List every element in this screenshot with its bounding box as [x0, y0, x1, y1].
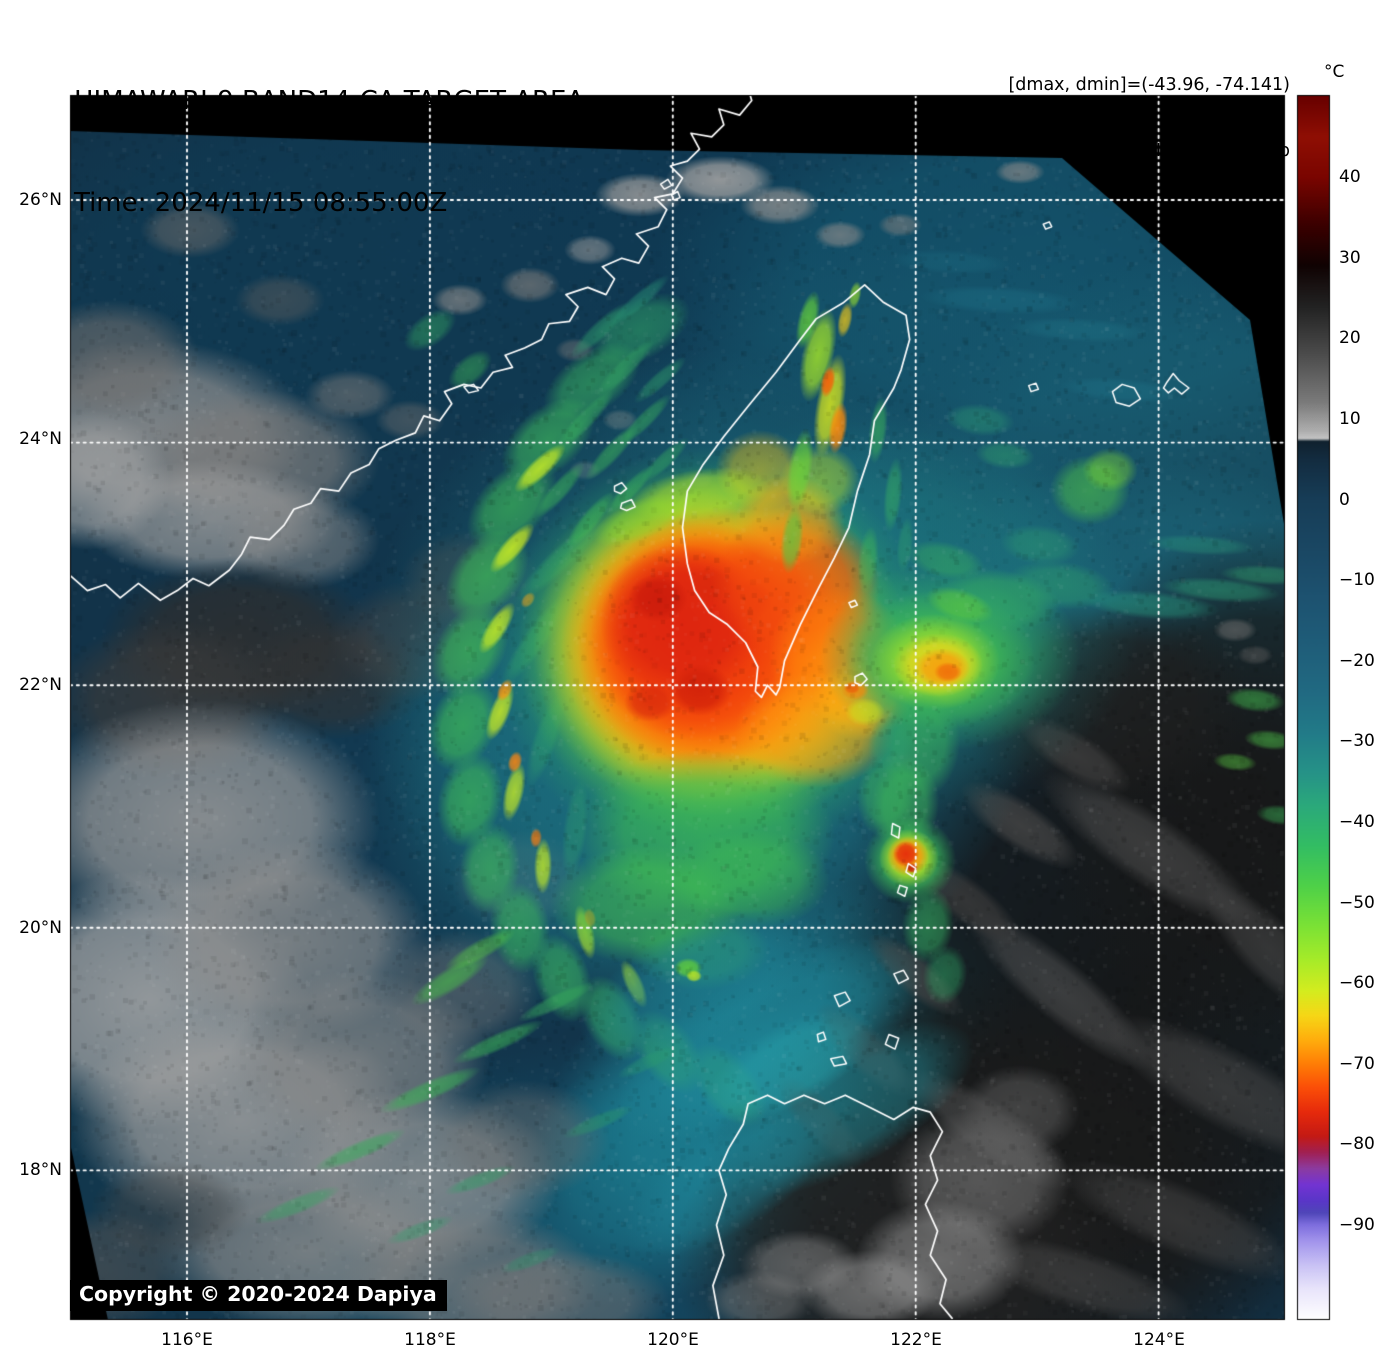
colorbar-tick-neg50: −50 — [1339, 893, 1375, 913]
colorbar-tick-neg90: −90 — [1339, 1215, 1375, 1235]
colorbar-tick-30: 30 — [1339, 248, 1361, 268]
timestamp: Time: 2024/11/15 08:55:00Z — [74, 188, 448, 218]
lon-tick-124e: 124°E — [1133, 1330, 1185, 1350]
colorbar-tick-20: 20 — [1339, 328, 1361, 348]
colorbar-tick-neg60: −60 — [1339, 973, 1375, 993]
lon-tick-118e: 118°E — [404, 1330, 456, 1350]
storm-info: 27W.USAGI | 70kt, 977mb — [1063, 141, 1290, 161]
lon-tick-116e: 116°E — [161, 1330, 213, 1350]
lat-tick-26n: 26°N — [19, 190, 62, 210]
lon-tick-120e: 120°E — [647, 1330, 699, 1350]
colorbar-tick-neg40: −40 — [1339, 812, 1375, 832]
colorbar-tick-neg10: −10 — [1339, 570, 1375, 590]
annotation-block: [dmax, dmin]=(-43.96, -74.141) 27W.USAGI… — [1008, 30, 1290, 206]
lat-tick-20n: 20°N — [19, 918, 62, 938]
colorbar-tick-40: 40 — [1339, 167, 1361, 187]
lat-tick-18n: 18°N — [19, 1160, 62, 1180]
lat-tick-22n: 22°N — [19, 675, 62, 695]
copyright-badge: Copyright © 2020-2024 Dapiya — [70, 1280, 447, 1311]
colorbar-tick-0: 0 — [1339, 490, 1350, 510]
colorbar-tick-neg30: −30 — [1339, 731, 1375, 751]
colorbar-tick-neg80: −80 — [1339, 1134, 1375, 1154]
colorbar-tick-neg20: −20 — [1339, 651, 1375, 671]
page-title: HIMAWARI-9 BAND14-CA TARGET AREA — [74, 86, 585, 116]
colorbar-unit-label: °C — [1324, 62, 1345, 82]
dmax-dmin-readout: [dmax, dmin]=(-43.96, -74.141) — [1008, 75, 1290, 95]
title-block: HIMAWARI-9 BAND14-CA TARGET AREA Time: 2… — [74, 16, 584, 288]
colorbar-tick-neg70: −70 — [1339, 1054, 1375, 1074]
lat-tick-24n: 24°N — [19, 429, 62, 449]
lon-tick-122e: 122°E — [890, 1330, 942, 1350]
colorbar-tick-10: 10 — [1339, 409, 1361, 429]
